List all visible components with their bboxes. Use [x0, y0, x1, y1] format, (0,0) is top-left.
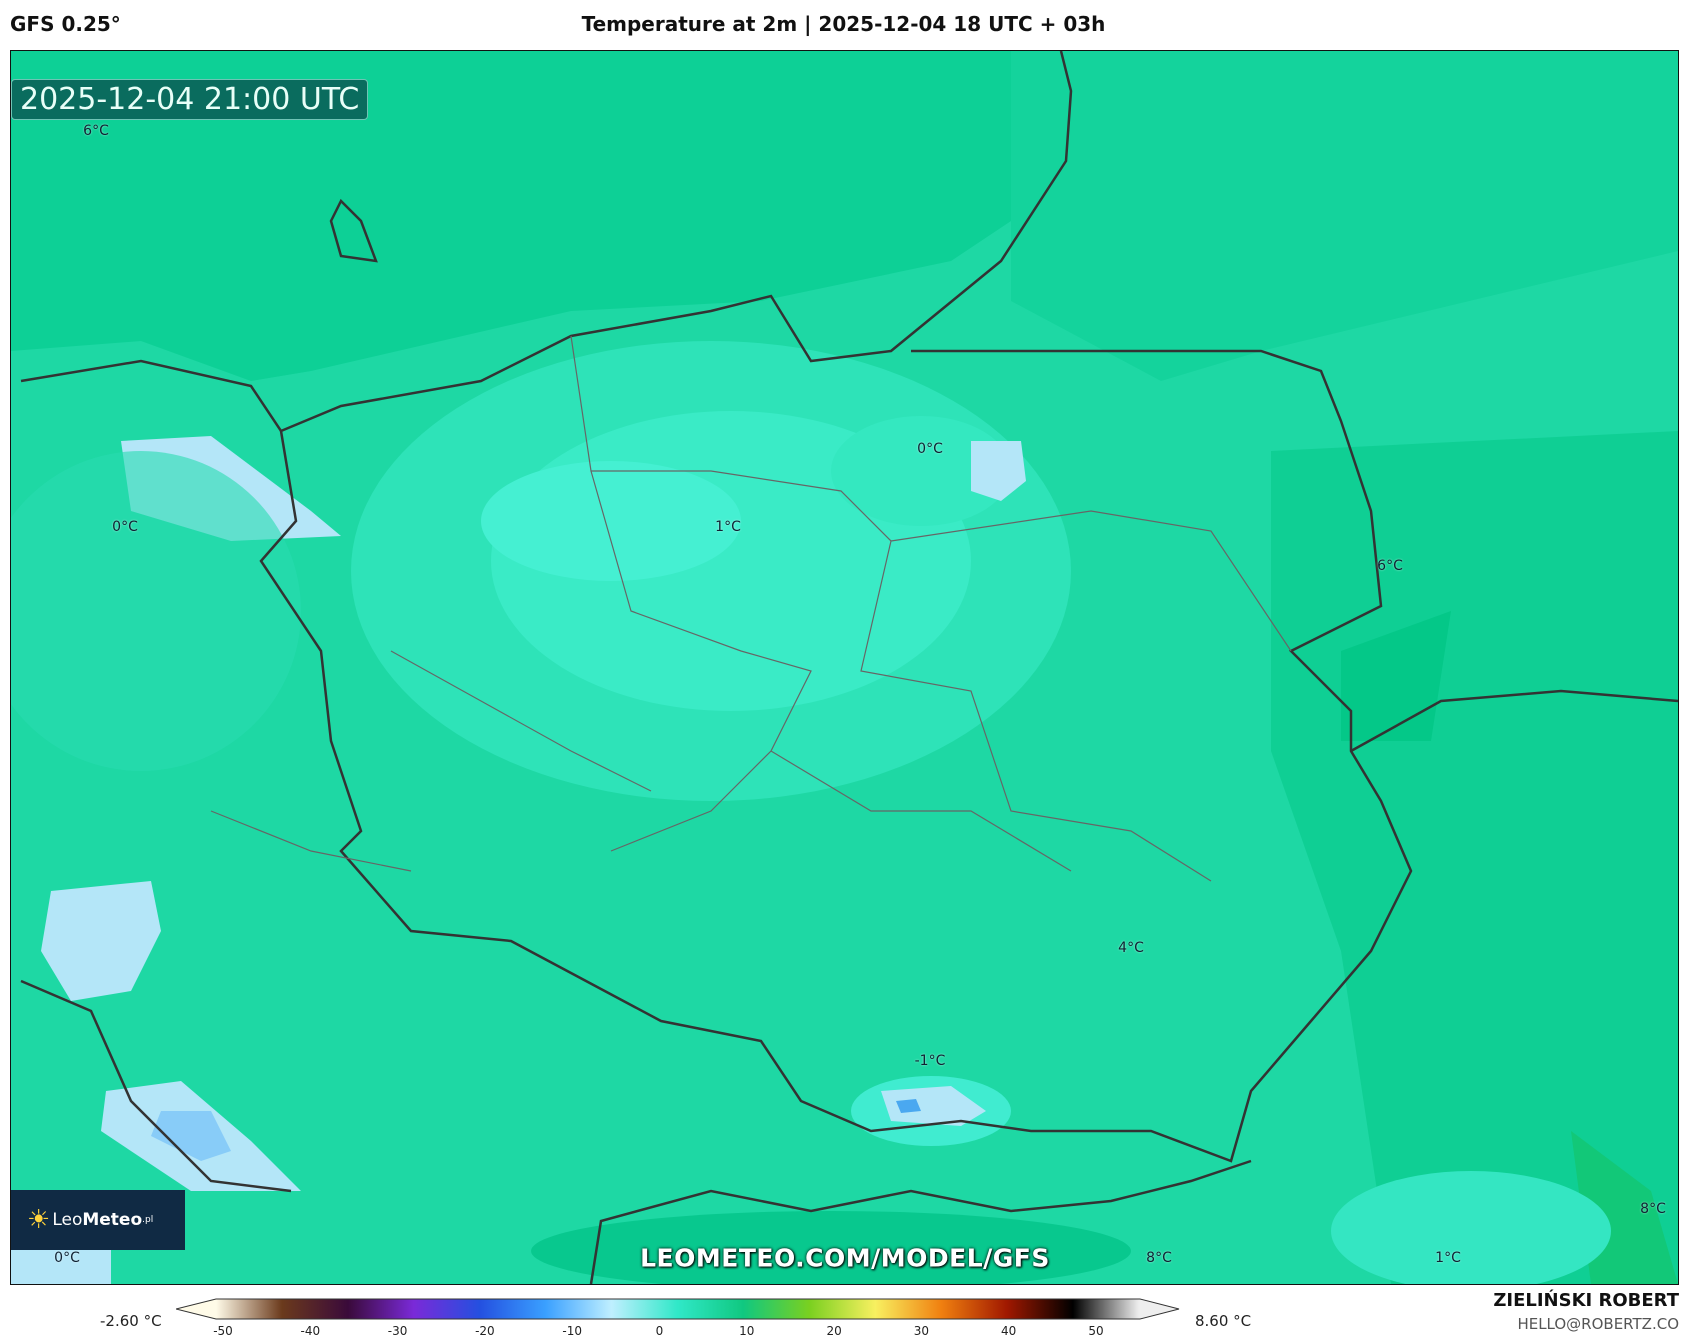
author-name: ZIELIŃSKI ROBERT — [1493, 1290, 1679, 1311]
map-field — [11, 51, 1678, 1284]
valid-time-label: 2025-12-04 21:00 UTC — [11, 79, 369, 120]
colorbar-tick-label: 10 — [739, 1324, 755, 1338]
chart-title: Temperature at 2m | 2025-12-04 18 UTC + … — [581, 12, 1106, 36]
colorbar-tick-label: -50 — [213, 1324, 233, 1338]
isotherm-label: -1°C — [914, 1053, 946, 1069]
colorbar-tick-label: -40 — [300, 1324, 321, 1338]
logo-suffix: .pl — [142, 1215, 154, 1225]
isotherm-label: 1°C — [1435, 1250, 1461, 1266]
logo-text-light: Leo — [52, 1210, 83, 1230]
isotherm-label: 8°C — [1146, 1250, 1172, 1266]
sun-icon: ☀ — [27, 1205, 51, 1235]
author-email: HELLO@ROBERTZ.CO — [1517, 1315, 1679, 1333]
colorbar-tick-label: 20 — [826, 1324, 842, 1338]
colorbar-tick-label: -30 — [387, 1324, 408, 1338]
colorbar-min-label: -2.60 °C — [100, 1312, 162, 1330]
isotherm-label: 0°C — [112, 519, 138, 535]
colorbar-tick-label: 0 — [655, 1324, 664, 1338]
isotherm-label: 0°C — [54, 1250, 80, 1266]
isotherm-label: 1°C — [715, 519, 741, 535]
watermark: LEOMETEO.COM/MODEL/GFS — [640, 1243, 1050, 1273]
colorbar-tick-label: -20 — [475, 1324, 495, 1338]
colorbar-tick-label: 40 — [1001, 1324, 1017, 1338]
isotherm-label: 8°C — [1640, 1201, 1666, 1217]
isotherm-label: 4°C — [1118, 940, 1144, 956]
temperature-map[interactable]: 2025-12-04 21:00 UTC 6°C 0°C 1°C 0°C 6°C… — [10, 50, 1679, 1285]
colorbar — [176, 1298, 1180, 1320]
isotherm-label: 0°C — [917, 441, 943, 457]
isotherm-label: 6°C — [83, 123, 109, 139]
isotherm-label: 6°C — [1377, 558, 1403, 574]
logo-text-bold: Meteo — [82, 1210, 143, 1230]
colorbar-tick-label: 30 — [913, 1324, 930, 1338]
colorbar-tick-label: -10 — [562, 1324, 582, 1338]
model-name: GFS 0.25° — [10, 12, 121, 36]
leometeo-logo: ☀ Leo Meteo .pl — [11, 1190, 185, 1250]
colorbar-tick-label: 50 — [1088, 1324, 1104, 1338]
colorbar-max-label: 8.60 °C — [1195, 1312, 1252, 1330]
colorbar-body — [176, 1298, 1180, 1320]
